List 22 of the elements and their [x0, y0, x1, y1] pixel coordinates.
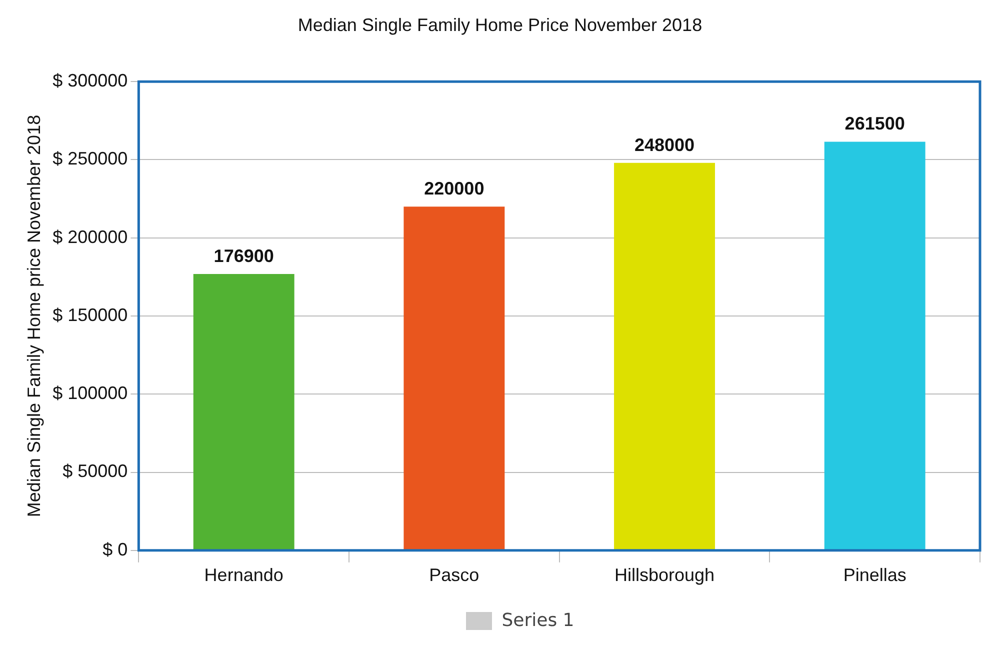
y-tick-label: $ 50000 — [62, 461, 128, 482]
bar — [614, 162, 715, 550]
data-label: 176900 — [214, 246, 274, 266]
y-tick-label: $ 250000 — [52, 148, 128, 169]
x-tick-label: Hillsborough — [614, 565, 715, 586]
text: Series 1 — [502, 610, 574, 631]
y-axis-title: Median Single Family Home price November 2018 — [24, 114, 44, 518]
y-tick-label: $ 0 — [102, 539, 128, 560]
y-tick-label: $ 100000 — [52, 383, 128, 404]
x-tick-label: Pasco — [429, 565, 480, 586]
x-tick-label: Pinellas — [843, 565, 906, 586]
data-label: 248000 — [634, 134, 695, 155]
data-label: 220000 — [424, 178, 484, 199]
bar — [193, 274, 294, 550]
bar — [824, 142, 926, 550]
y-tick-label: $ 200000 — [52, 226, 128, 247]
y-tick-label: $ 150000 — [52, 304, 128, 325]
data-label: 261500 — [844, 114, 905, 134]
chart-title: Median Single Family Home Price November 2018 — [298, 14, 702, 35]
bar — [404, 206, 505, 550]
y-tick-label: $ 300000 — [52, 70, 128, 91]
x-tick-label: Hernando — [204, 565, 284, 586]
